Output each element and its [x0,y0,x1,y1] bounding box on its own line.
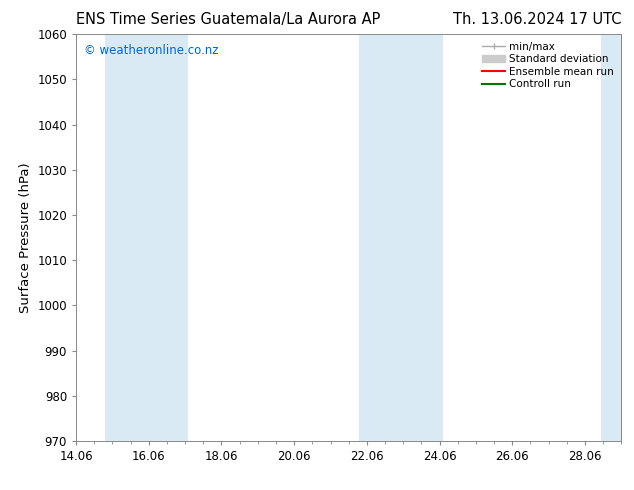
Text: Th. 13.06.2024 17 UTC: Th. 13.06.2024 17 UTC [453,12,621,27]
Y-axis label: Surface Pressure (hPa): Surface Pressure (hPa) [19,162,32,313]
Bar [359,34,443,441]
Bar [105,34,188,441]
Text: © weatheronline.co.nz: © weatheronline.co.nz [84,45,219,57]
Text: ENS Time Series Guatemala/La Aurora AP: ENS Time Series Guatemala/La Aurora AP [76,12,380,27]
Legend: min/max, Standard deviation, Ensemble mean run, Controll run: min/max, Standard deviation, Ensemble me… [478,37,618,94]
Bar [601,34,623,441]
